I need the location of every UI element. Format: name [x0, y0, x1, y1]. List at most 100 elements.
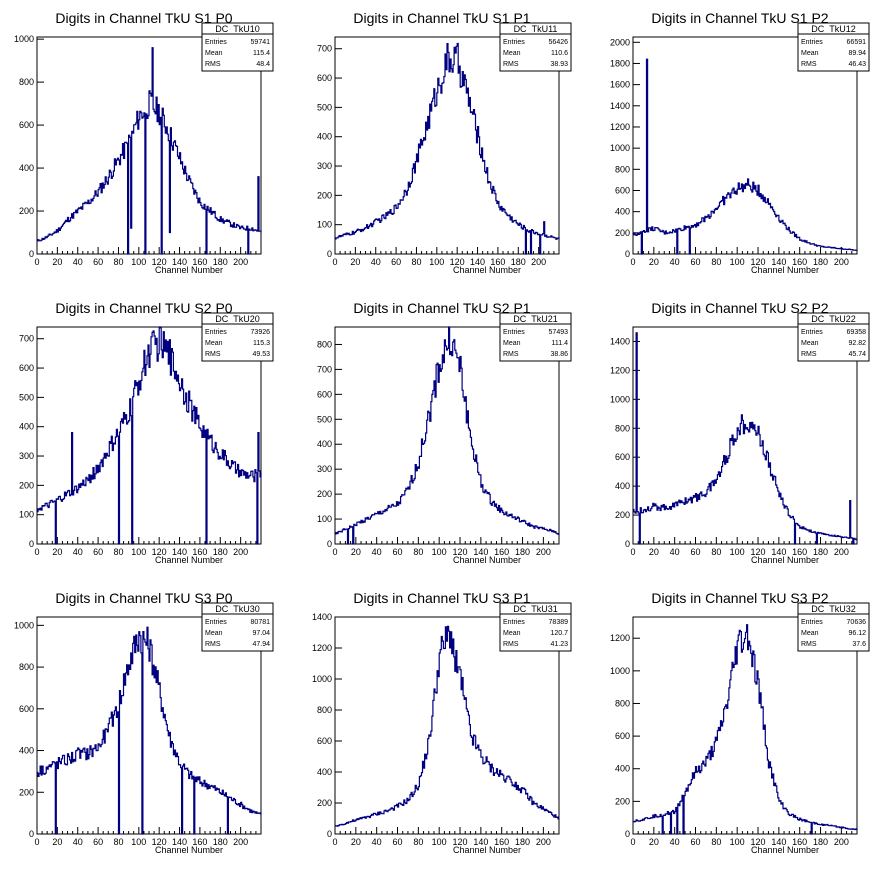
histogram-series — [335, 326, 560, 545]
y-tick-label: 800 — [317, 339, 332, 349]
x-tick-label: 0 — [630, 547, 635, 557]
x-tick-label: 0 — [630, 837, 635, 847]
histogram-series — [633, 624, 858, 835]
plot-frame — [632, 36, 858, 255]
y-tick-label: 1000 — [610, 394, 630, 404]
x-tick-label: 120 — [453, 547, 468, 557]
x-tick-label: 160 — [494, 547, 509, 557]
y-tick-label: 400 — [19, 163, 34, 173]
x-tick-label: 20 — [52, 837, 62, 847]
histogram-series — [37, 326, 262, 545]
chart-title: Digits in Channel TkU S1 P1 — [353, 10, 530, 26]
stats-box: DC_TkU31 Entries 78389 Mean 120.7 RMS 41.23 — [499, 602, 572, 652]
y-tick-label: 1200 — [610, 365, 630, 375]
stats-key: Entries — [205, 619, 227, 626]
x-tick-label: 80 — [113, 547, 123, 557]
x-tick-label: 200 — [834, 547, 849, 557]
stats-key: Mean — [503, 630, 521, 637]
y-tick-label: 600 — [317, 73, 332, 83]
stats-value: 37.6 — [852, 641, 866, 648]
y-tick-label: 800 — [615, 423, 630, 433]
stats-key: RMS — [503, 61, 519, 68]
stats-box: DC_TkU11 Entries 56426 Mean 110.6 RMS 38.93 — [499, 22, 572, 72]
histogram-series — [37, 47, 262, 255]
y-tick-label: 0 — [327, 539, 332, 549]
chart-title: Digits in Channel TkU S2 P2 — [651, 300, 828, 316]
y-tick-label: 300 — [317, 161, 332, 171]
y-tick-label: 200 — [19, 480, 34, 490]
stats-key: Entries — [503, 39, 525, 46]
y-tick-label: 700 — [19, 334, 34, 344]
y-tick-label: 400 — [19, 422, 34, 432]
x-tick-label: 200 — [834, 257, 849, 267]
stats-key: RMS — [205, 61, 221, 68]
plot-frame — [334, 616, 560, 835]
stats-value: 66591 — [847, 39, 867, 46]
x-tick-label: 200 — [233, 257, 248, 267]
x-tick-label: 100 — [730, 547, 745, 557]
y-tick-label: 400 — [317, 439, 332, 449]
x-axis-label: Channel Number — [155, 555, 223, 565]
y-tick-label: 1000 — [610, 143, 630, 153]
x-tick-label: 180 — [515, 547, 530, 557]
y-tick-label: 0 — [625, 539, 630, 549]
x-tick-label: 60 — [93, 547, 103, 557]
stats-value: 48.4 — [256, 61, 270, 68]
y-tick-label: 1000 — [312, 674, 332, 684]
y-tick-label: 0 — [625, 829, 630, 839]
x-tick-label: 80 — [113, 257, 123, 267]
chart-title: Digits in Channel TkU S1 P0 — [55, 10, 232, 26]
x-tick-label: 120 — [453, 837, 468, 847]
x-tick-label: 20 — [52, 257, 62, 267]
x-tick-label: 120 — [152, 547, 167, 557]
x-tick-label: 180 — [511, 257, 526, 267]
histogram-panel-4: Digits in Channel TkU S2 P11002003004005… — [317, 300, 572, 565]
x-tick-label: 140 — [470, 257, 485, 267]
x-tick-label: 20 — [649, 257, 659, 267]
x-tick-label: 160 — [792, 837, 807, 847]
chart-title: Digits in Channel TkU S2 P0 — [55, 300, 232, 316]
x-tick-label: 80 — [711, 257, 721, 267]
stats-name: DC_TkU31 — [513, 604, 558, 614]
stats-box: DC_TkU10 Entries 59741 Mean 115.4 RMS 48.4 — [201, 22, 274, 72]
stats-value: 49.53 — [252, 351, 270, 358]
stats-box: DC_TkU21 Entries 57493 Mean 111.4 RMS 38.86 — [499, 312, 572, 362]
y-tick-label: 800 — [615, 698, 630, 708]
x-tick-label: 60 — [93, 257, 103, 267]
y-tick-label: 100 — [317, 514, 332, 524]
stats-key: Mean — [801, 50, 819, 57]
x-tick-label: 120 — [751, 547, 766, 557]
y-tick-label: 700 — [317, 364, 332, 374]
chart-title: Digits in Channel TkU S1 P2 — [651, 10, 828, 26]
x-axis-label: Channel Number — [751, 265, 819, 275]
y-tick-label: 200 — [19, 206, 34, 216]
stats-key: Entries — [205, 329, 227, 336]
stats-value: 56426 — [549, 39, 569, 46]
x-tick-label: 60 — [691, 547, 701, 557]
y-tick-label: 1400 — [610, 336, 630, 346]
stats-value: 89.94 — [848, 50, 866, 57]
x-axis-label: Channel Number — [453, 265, 521, 275]
histogram-panel-5: Digits in Channel TkU S2 P22004006008001… — [610, 300, 870, 565]
stats-value: 41.23 — [550, 641, 568, 648]
y-tick-label: 400 — [615, 481, 630, 491]
stats-key: Mean — [801, 340, 819, 347]
y-tick-label: 200 — [19, 787, 34, 797]
x-tick-label: 60 — [393, 547, 403, 557]
x-axis-label: Channel Number — [453, 555, 521, 565]
y-tick-label: 200 — [615, 228, 630, 238]
x-tick-label: 100 — [730, 257, 745, 267]
x-tick-label: 20 — [649, 547, 659, 557]
x-tick-label: 140 — [771, 837, 786, 847]
x-tick-label: 140 — [473, 547, 488, 557]
y-tick-label: 400 — [317, 132, 332, 142]
x-tick-label: 0 — [332, 257, 337, 267]
y-tick-label: 0 — [29, 829, 34, 839]
stats-name: DC_TkU32 — [811, 604, 856, 614]
x-tick-label: 0 — [630, 257, 635, 267]
stats-key: Entries — [801, 329, 823, 336]
x-tick-label: 20 — [351, 837, 361, 847]
x-tick-label: 120 — [751, 837, 766, 847]
